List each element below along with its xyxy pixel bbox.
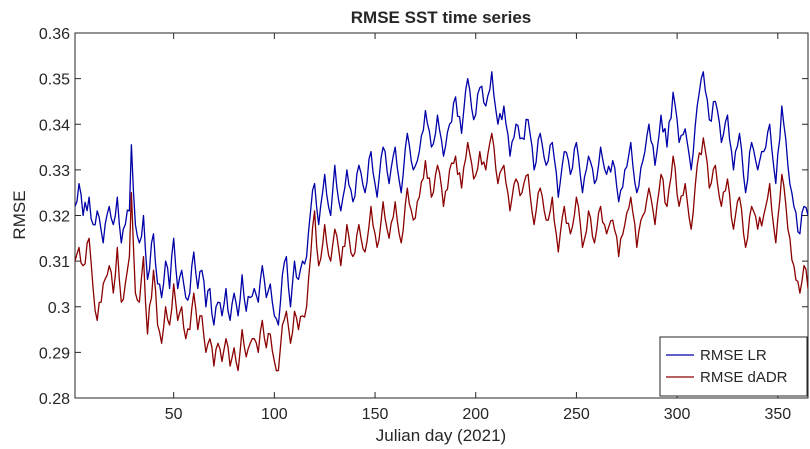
legend: RMSE LR RMSE dADR: [659, 336, 808, 397]
y-tick-label: 0.36: [39, 26, 70, 43]
series-line-rmse-dadr: [75, 132, 808, 372]
x-axis-label: Julian day (2021): [376, 426, 506, 445]
y-tick-label: 0.35: [39, 72, 70, 89]
series-line-rmse-lr: [75, 71, 808, 326]
y-axis-label: RMSE: [10, 190, 29, 239]
x-tick-label: 150: [362, 406, 389, 423]
x-tick-label: 200: [462, 406, 489, 423]
y-tick-label: 0.33: [39, 163, 70, 180]
legend-box: [659, 336, 808, 397]
x-axis: 50 100 150 200 250 300 350: [165, 33, 791, 423]
y-axis: 0.28 0.29 0.3 0.31 0.32 0.33 0.34 0.35 0.36: [39, 26, 808, 408]
x-tick-label: 50: [165, 406, 183, 423]
y-tick-label: 0.34: [39, 117, 70, 134]
y-tick-label: 0.31: [39, 254, 70, 271]
chart-title: RMSE SST time series: [351, 8, 531, 27]
x-tick-label: 250: [563, 406, 590, 423]
series-layer: [75, 71, 808, 372]
legend-label: RMSE dADR: [700, 369, 788, 386]
y-tick-label: 0.28: [39, 391, 70, 408]
y-tick-label: 0.32: [39, 209, 70, 226]
y-tick-label: 0.3: [48, 300, 70, 317]
x-tick-label: 100: [261, 406, 288, 423]
legend-label: RMSE LR: [700, 347, 767, 364]
x-tick-label: 350: [764, 406, 791, 423]
y-tick-label: 0.29: [39, 345, 70, 362]
x-tick-label: 300: [664, 406, 691, 423]
